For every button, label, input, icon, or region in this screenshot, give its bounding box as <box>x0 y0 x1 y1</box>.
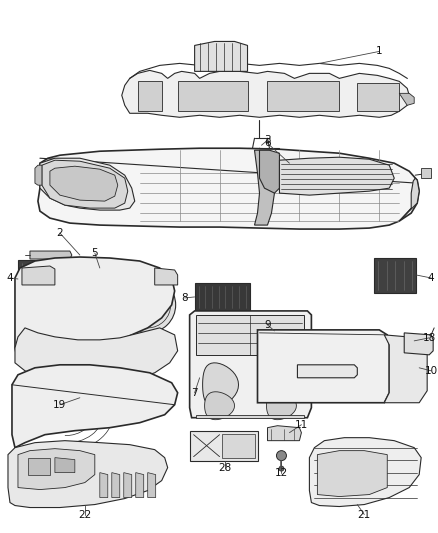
Circle shape <box>279 466 284 471</box>
Polygon shape <box>12 365 178 448</box>
Polygon shape <box>309 438 421 506</box>
Polygon shape <box>8 441 168 507</box>
Polygon shape <box>259 150 279 193</box>
Polygon shape <box>18 260 66 298</box>
Circle shape <box>55 405 75 425</box>
Text: 7: 7 <box>191 387 198 398</box>
Polygon shape <box>194 42 247 71</box>
Polygon shape <box>318 450 387 497</box>
Text: 21: 21 <box>358 510 371 520</box>
Polygon shape <box>268 82 339 111</box>
Polygon shape <box>55 458 75 473</box>
Polygon shape <box>42 160 128 208</box>
Text: 9: 9 <box>264 320 271 330</box>
Circle shape <box>55 475 65 486</box>
Polygon shape <box>28 458 50 474</box>
Polygon shape <box>178 82 247 111</box>
Polygon shape <box>22 266 55 285</box>
Text: 4: 4 <box>7 273 13 283</box>
Polygon shape <box>196 415 304 418</box>
Polygon shape <box>124 473 132 497</box>
Polygon shape <box>399 178 419 221</box>
Text: 18: 18 <box>423 333 436 343</box>
Circle shape <box>259 190 276 206</box>
Text: 10: 10 <box>424 366 438 376</box>
Polygon shape <box>258 330 389 403</box>
Polygon shape <box>50 166 118 201</box>
Polygon shape <box>222 434 254 458</box>
Text: 12: 12 <box>275 467 288 478</box>
Polygon shape <box>122 70 409 117</box>
Circle shape <box>47 277 103 333</box>
Polygon shape <box>15 257 175 363</box>
Polygon shape <box>399 93 414 106</box>
Polygon shape <box>268 426 301 441</box>
Circle shape <box>120 277 176 333</box>
Circle shape <box>351 466 367 482</box>
Circle shape <box>82 273 142 333</box>
Polygon shape <box>136 473 144 497</box>
Circle shape <box>30 473 40 482</box>
Circle shape <box>82 353 98 369</box>
Polygon shape <box>205 392 234 419</box>
Text: 22: 22 <box>78 510 92 520</box>
Polygon shape <box>148 473 155 497</box>
Text: 2: 2 <box>57 228 63 238</box>
Text: 11: 11 <box>295 419 308 430</box>
Polygon shape <box>194 283 250 311</box>
Circle shape <box>237 441 247 450</box>
Text: 1: 1 <box>376 46 382 56</box>
Polygon shape <box>40 158 135 210</box>
Polygon shape <box>404 333 433 355</box>
Polygon shape <box>100 473 108 497</box>
Text: 5: 5 <box>92 248 98 258</box>
Polygon shape <box>196 315 304 355</box>
Text: 19: 19 <box>53 400 67 410</box>
Text: 6: 6 <box>264 138 271 148</box>
Text: 8: 8 <box>181 293 188 303</box>
Circle shape <box>276 450 286 461</box>
Polygon shape <box>279 157 394 195</box>
Polygon shape <box>421 168 431 178</box>
Polygon shape <box>203 363 239 407</box>
Polygon shape <box>18 449 95 490</box>
Polygon shape <box>38 148 419 229</box>
Polygon shape <box>30 251 72 259</box>
Polygon shape <box>190 311 311 418</box>
Polygon shape <box>254 150 275 225</box>
Polygon shape <box>35 165 42 185</box>
Circle shape <box>78 469 86 477</box>
Polygon shape <box>357 83 399 111</box>
Circle shape <box>373 465 385 477</box>
Polygon shape <box>374 258 416 293</box>
Text: 3: 3 <box>264 135 271 146</box>
Text: 28: 28 <box>218 463 231 473</box>
Polygon shape <box>155 268 178 285</box>
Text: 4: 4 <box>428 273 434 283</box>
Polygon shape <box>190 431 258 461</box>
Polygon shape <box>112 473 120 497</box>
Polygon shape <box>138 82 162 111</box>
Circle shape <box>326 470 343 486</box>
Polygon shape <box>15 328 178 385</box>
Polygon shape <box>266 392 297 419</box>
Polygon shape <box>297 365 357 378</box>
Polygon shape <box>265 363 300 407</box>
Polygon shape <box>384 335 427 403</box>
